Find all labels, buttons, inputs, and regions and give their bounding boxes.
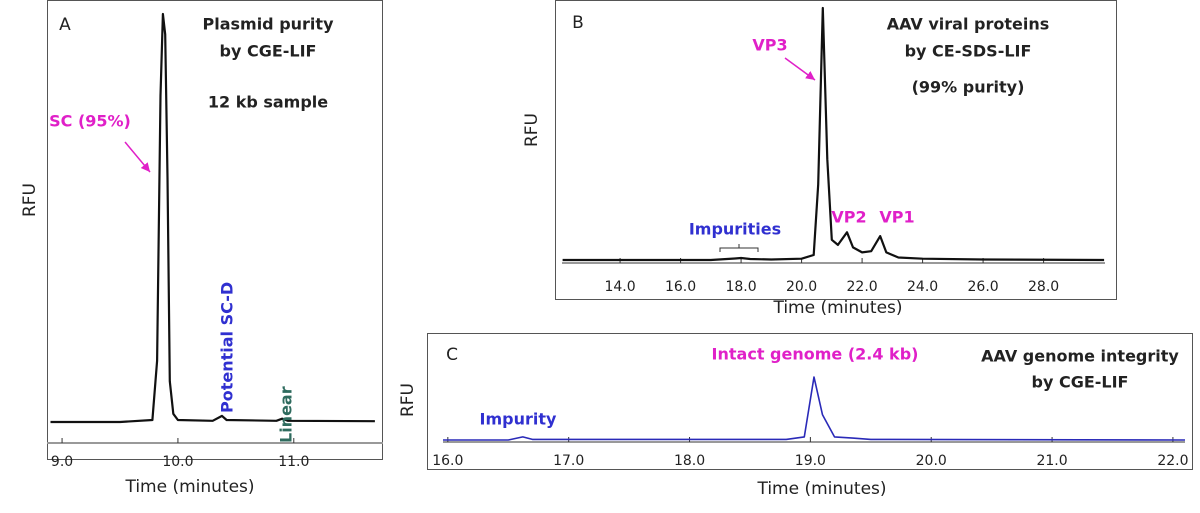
y-axis-label: RFU — [522, 113, 542, 147]
annotation-arrow — [784, 57, 816, 81]
panel-label: C — [446, 345, 458, 365]
y-axis-label: RFU — [398, 383, 418, 417]
x-tick-label: 16.0 — [432, 453, 463, 469]
chart-subtitle: (99% purity) — [912, 78, 1025, 97]
x-tick-label: 28.0 — [1028, 279, 1059, 295]
annotation: VP3 — [752, 36, 787, 55]
x-tick-label: 18.0 — [725, 279, 756, 295]
annotation: VP2 — [831, 208, 866, 227]
x-tick-label: 22.0 — [1157, 453, 1188, 469]
chart-title: Plasmid purity — [202, 15, 334, 34]
panel-frame — [47, 0, 383, 460]
trace — [50, 12, 375, 424]
x-tick-label: 16.0 — [665, 279, 696, 295]
x-tick-label: 20.0 — [916, 453, 947, 469]
x-tick-label: 20.0 — [786, 279, 817, 295]
y-axis-label: RFU — [20, 183, 40, 217]
chart-title: AAV viral proteins — [887, 15, 1050, 34]
x-axis-label: Time (minutes) — [756, 479, 886, 499]
x-tick-label: 21.0 — [1036, 453, 1067, 469]
chart-subtitle: 12 kb sample — [208, 93, 328, 112]
annotation: Impurity — [480, 410, 557, 429]
panel-frame — [555, 0, 1117, 300]
x-tick-label: 9.0 — [51, 454, 73, 470]
annotation: Potential SC-D — [218, 282, 237, 413]
chart-title: AAV genome integrity — [981, 347, 1179, 366]
panel-frame — [427, 333, 1193, 470]
x-tick-label: 11.0 — [278, 454, 309, 470]
annotation: Linear — [277, 386, 296, 443]
annotation-arrow — [124, 141, 151, 173]
x-axis-label: Time (minutes) — [772, 298, 902, 318]
panel-label: A — [59, 15, 71, 35]
trace — [562, 6, 1105, 262]
x-tick-label: 17.0 — [553, 453, 584, 469]
annotation: SC (95%) — [49, 112, 131, 131]
x-tick-label: 22.0 — [847, 279, 878, 295]
trace — [443, 376, 1186, 441]
x-tick-label: 24.0 — [907, 279, 938, 295]
x-tick-label: 19.0 — [795, 453, 826, 469]
x-tick-label: 10.0 — [162, 454, 193, 470]
chart-title: by CGE-LIF — [1032, 373, 1129, 392]
panel-label: B — [572, 13, 584, 33]
annotation-bracket — [719, 244, 759, 252]
annotation: VP1 — [879, 208, 914, 227]
x-tick-label: 18.0 — [674, 453, 705, 469]
chart-title: by CE-SDS-LIF — [905, 42, 1032, 61]
x-tick-label: 14.0 — [604, 279, 635, 295]
annotation: Impurities — [689, 220, 781, 239]
x-tick-label: 26.0 — [968, 279, 999, 295]
annotation: Intact genome (2.4 kb) — [712, 345, 919, 364]
x-axis-label: Time (minutes) — [124, 477, 254, 497]
chart-title: by CGE-LIF — [220, 42, 317, 61]
